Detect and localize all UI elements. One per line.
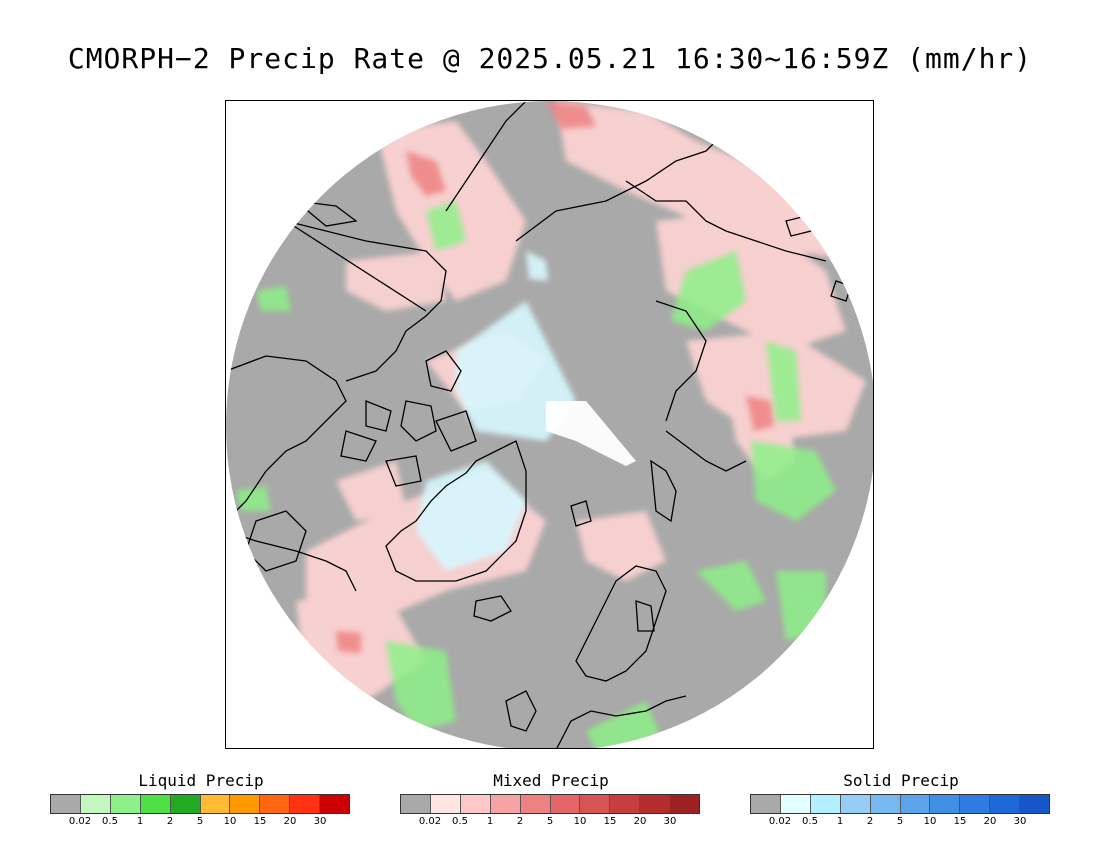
legend-tick-label: 15	[953, 816, 967, 827]
legend-liquid: Liquid Precip 0.02 0.5 1 2 5 10 15 20 30	[50, 772, 352, 830]
legend-colorbar	[400, 794, 700, 814]
map-panel	[225, 100, 874, 749]
legend-swatch	[51, 795, 81, 813]
legend-tick-label: 2	[516, 816, 524, 827]
legend-tick-label: 15	[603, 816, 617, 827]
legend-tick-label: 5	[546, 816, 554, 827]
legend-swatch	[580, 795, 611, 813]
novaya-zemlya-coast	[650, 459, 677, 523]
legend-tick-label: 0.5	[102, 816, 118, 827]
legend-solid: Solid Precip 0.02 0.5 1 2 5 10 15 20 30	[750, 772, 1052, 830]
legend-swatch	[990, 795, 1021, 813]
legend-tick-label: 15	[253, 816, 267, 827]
legend-swatch	[430, 795, 461, 813]
legend-tick-label: 1	[836, 816, 844, 827]
legend-tick-label: 1	[136, 816, 144, 827]
legend-swatch	[520, 795, 551, 813]
legend-ticks: 0.02 0.5 1 2 5 10 15 20 30	[750, 814, 1050, 830]
legend-title: Mixed Precip	[493, 771, 609, 790]
legend-swatch	[460, 795, 491, 813]
legend-swatch	[140, 795, 171, 813]
legend-tick-label: 2	[166, 816, 174, 827]
legend-swatch	[320, 795, 350, 813]
legend-tick-label: 20	[283, 816, 297, 827]
legend-swatch	[960, 795, 991, 813]
legend-swatch	[260, 795, 291, 813]
legend-swatch	[780, 795, 811, 813]
legend-tick-label: 20	[983, 816, 997, 827]
legend-swatch	[490, 795, 521, 813]
legend-colorbar	[50, 794, 350, 814]
legend-swatch	[751, 795, 781, 813]
legend-swatch	[930, 795, 961, 813]
legend-colorbar	[750, 794, 1050, 814]
legend-swatch	[290, 795, 321, 813]
legend-tick-label: 20	[633, 816, 647, 827]
legend-swatch	[670, 795, 700, 813]
legend-ticks: 0.02 0.5 1 2 5 10 15 20 30	[400, 814, 700, 830]
greenland-coast	[385, 440, 527, 582]
iceland-coast	[473, 595, 512, 622]
chart-title: CMORPH−2 Precip Rate @ 2025.05.21 16:30~…	[67, 42, 1033, 75]
legend-swatch	[610, 795, 641, 813]
legend-mixed: Mixed Precip 0.02 0.5 1 2 5 10 15 20 30	[400, 772, 702, 830]
legend-tick-label: 0.02	[768, 816, 792, 827]
mixed-precip-cores	[336, 101, 774, 653]
legend-swatch	[200, 795, 231, 813]
legend-swatch	[170, 795, 201, 813]
legend-tick-label: 0.5	[802, 816, 818, 827]
coastlines	[226, 101, 852, 748]
legend-swatch	[840, 795, 871, 813]
legend-swatch	[870, 795, 901, 813]
legend-swatch	[1020, 795, 1050, 813]
scandinavia-coast	[575, 565, 667, 682]
snow-core	[546, 401, 636, 466]
legend-tick-label: 0.5	[452, 816, 468, 827]
polar-precip-map	[226, 101, 873, 748]
legend-tick-label: 0.02	[418, 816, 442, 827]
liquid-precip-areas	[236, 201, 836, 748]
legend-swatch	[810, 795, 841, 813]
legend-tick-label: 5	[196, 816, 204, 827]
legend-ticks: 0.02 0.5 1 2 5 10 15 20 30	[50, 814, 350, 830]
legend-swatch	[550, 795, 581, 813]
legend-tick-label: 30	[313, 816, 327, 827]
legend-swatch	[900, 795, 931, 813]
legend-swatch	[230, 795, 261, 813]
legend-tick-label: 0.02	[68, 816, 92, 827]
legend-swatch	[80, 795, 111, 813]
legend-tick-label: 5	[896, 816, 904, 827]
legend-swatch	[640, 795, 671, 813]
legend-tick-label: 30	[1013, 816, 1027, 827]
legend-tick-label: 30	[663, 816, 677, 827]
legend-tick-label: 10	[573, 816, 587, 827]
legend-title: Liquid Precip	[138, 771, 264, 790]
legend-tick-label: 1	[486, 816, 494, 827]
legend-tick-label: 10	[223, 816, 237, 827]
legend-swatch	[110, 795, 141, 813]
legend-tick-label: 10	[923, 816, 937, 827]
legend-swatch	[401, 795, 431, 813]
legend-title: Solid Precip	[843, 771, 959, 790]
legend-tick-label: 2	[866, 816, 874, 827]
